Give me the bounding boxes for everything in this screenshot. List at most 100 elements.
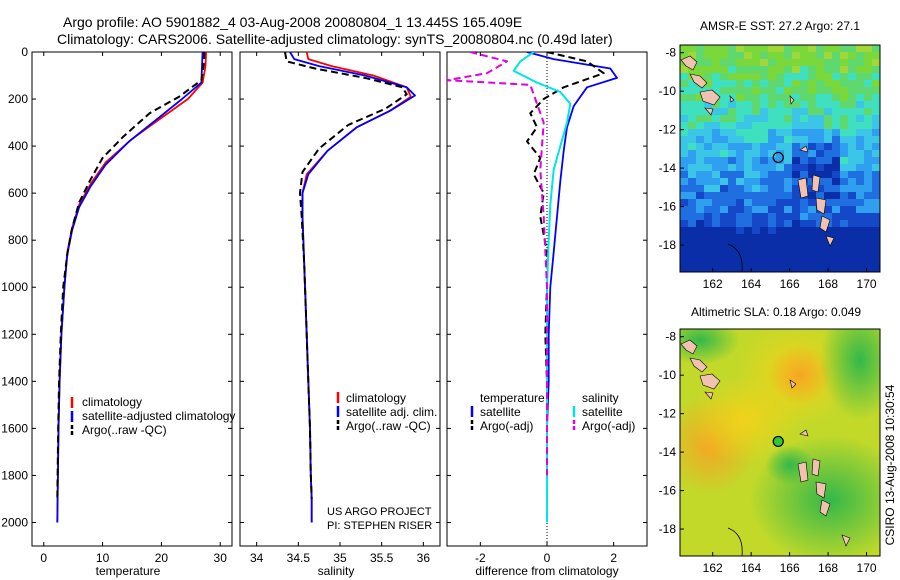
sst-cell — [816, 213, 825, 221]
sst-cell — [736, 80, 745, 88]
sst-cell — [816, 157, 825, 165]
sst-cell — [824, 206, 833, 214]
sst-cell — [872, 87, 880, 95]
sst-cell — [704, 185, 713, 193]
sst-cell — [696, 213, 705, 221]
sst-cell — [872, 171, 880, 179]
sst-cell — [784, 178, 793, 186]
sst-cell — [848, 129, 857, 137]
sst-cell — [712, 101, 721, 109]
sst-cell — [808, 164, 817, 172]
sst-cell — [864, 136, 873, 144]
sst-cell — [696, 185, 705, 193]
sst-cell — [832, 101, 841, 109]
sst-cell — [848, 185, 857, 193]
sst-cell — [744, 241, 753, 249]
sst-cell — [872, 164, 880, 172]
sst-cell — [800, 108, 809, 116]
sst-cell — [696, 143, 705, 151]
sst-cell — [720, 192, 729, 200]
temperature-legend: climatology satellite-adjusted climatolo… — [70, 395, 235, 437]
sst-cell — [728, 129, 737, 137]
sst-cell — [704, 157, 713, 165]
pi-annotation: PI: STEPHEN RISER — [327, 520, 432, 532]
sal-legend-label-clim: climatology — [346, 391, 406, 405]
sst-cell — [680, 227, 689, 235]
sst-cell — [752, 52, 761, 60]
sst-cell — [816, 164, 825, 172]
sst-cell — [712, 206, 721, 214]
sst-cell — [864, 66, 873, 74]
sst-cell — [872, 157, 880, 165]
sst-cell — [800, 66, 809, 74]
sst-cell — [832, 241, 841, 249]
sst-cell — [704, 192, 713, 200]
sst-cell — [776, 73, 785, 81]
sst-cell — [768, 66, 777, 74]
sst-cell — [800, 59, 809, 67]
sst-cell — [808, 59, 817, 67]
sst-cell — [704, 45, 713, 53]
sst-cell — [776, 269, 785, 272]
sst-cell — [808, 52, 817, 60]
sst-cell — [784, 52, 793, 60]
sst-cell — [720, 227, 729, 235]
sst-cell — [736, 143, 745, 151]
sst-cell — [816, 122, 825, 130]
sst-cell — [744, 255, 753, 263]
sst-cell — [712, 80, 721, 88]
sst-cell — [712, 157, 721, 165]
sst-cell — [808, 171, 817, 179]
sst-cell — [784, 94, 793, 102]
sst-cell — [808, 108, 817, 116]
sst-cell — [696, 227, 705, 235]
sst-cell — [856, 136, 865, 144]
sst-cell — [696, 262, 705, 270]
sst-cell — [776, 143, 785, 151]
sst-cell — [856, 248, 865, 256]
sst-cell — [816, 227, 825, 235]
sst-cell — [816, 171, 825, 179]
sst-cell — [872, 73, 880, 81]
sst-cell — [720, 143, 729, 151]
y-tick-label: 1200 — [1, 327, 28, 341]
sst-cell — [784, 199, 793, 207]
sst-cell — [712, 136, 721, 144]
sst-cell — [736, 87, 745, 95]
sst-cell — [688, 171, 697, 179]
sst-cell — [832, 150, 841, 158]
salinity-series — [284, 52, 416, 523]
sst-cell — [736, 108, 745, 116]
sst-cell — [784, 241, 793, 249]
sst-cell — [728, 73, 737, 81]
sst-cell — [872, 206, 880, 214]
sst-cell — [768, 143, 777, 151]
sst-cell — [680, 73, 689, 81]
sst-cell — [872, 45, 880, 53]
sst-cell — [776, 87, 785, 95]
sst-cell — [784, 150, 793, 158]
sst-cell — [736, 101, 745, 109]
sst-cell — [688, 178, 697, 186]
sst-cell — [832, 164, 841, 172]
sst-cell — [784, 185, 793, 193]
sst-cell — [720, 80, 729, 88]
sst-cell — [848, 136, 857, 144]
sst-cell — [784, 129, 793, 137]
sst-cell — [808, 129, 817, 137]
sst-cell — [760, 108, 769, 116]
sst-cell — [688, 227, 697, 235]
sst-cell — [824, 73, 833, 81]
sst-cell — [864, 248, 873, 256]
sst-cell — [848, 164, 857, 172]
sst-cell — [792, 129, 801, 137]
sst-cell — [720, 262, 729, 270]
y-tick-label: 1400 — [1, 374, 28, 388]
sst-cell — [768, 122, 777, 130]
sst-cell — [704, 213, 713, 221]
sst-cell — [832, 248, 841, 256]
sst-cell — [744, 171, 753, 179]
sst-cell — [864, 52, 873, 60]
sst-cell — [752, 192, 761, 200]
sst-cell — [816, 178, 825, 186]
